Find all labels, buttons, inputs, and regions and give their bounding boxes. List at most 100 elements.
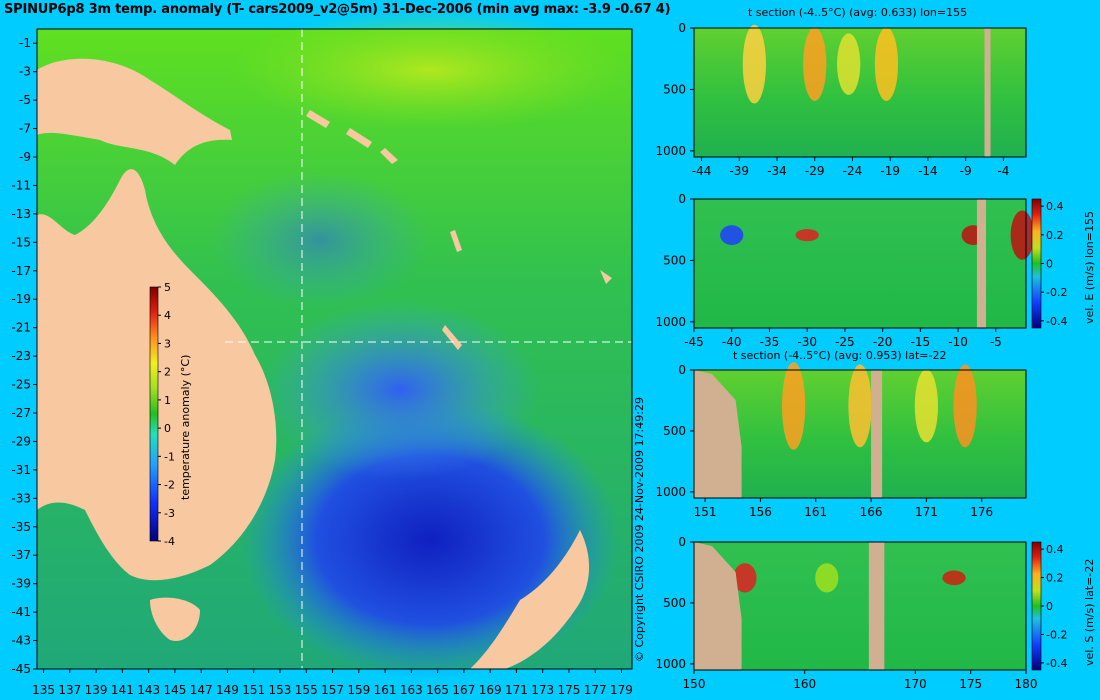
section-3-y-tick-label: 500 [663, 424, 686, 438]
map-y-tick-label: -23 [11, 349, 31, 363]
map-y-tick-label: -25 [11, 378, 31, 392]
section-4-frame [693, 541, 1027, 671]
section-2-colorbar-label: vel. E (m/s) lon=155 [1083, 211, 1096, 324]
map-x-tick-label: 173 [531, 683, 554, 697]
land-new-caledonia [442, 325, 462, 350]
section-4-x-tick-label: 180 [1015, 677, 1038, 691]
map-x-tick-label: 141 [111, 683, 134, 697]
map-colorbar-tick-label: -1 [164, 450, 175, 463]
map-x-tick-label: 135 [32, 683, 55, 697]
section-4-anomaly [733, 563, 757, 593]
section-1-title: t section (-4..5°C) (avg: 0.633) lon=155 [748, 6, 968, 19]
section-2-anomaly [1010, 210, 1034, 260]
section-1-frame [693, 27, 1027, 158]
section-1-x-tick-label: -24 [843, 164, 863, 178]
map-colorbar-tick-label: -4 [164, 535, 175, 548]
section-3-x-tick-label: 156 [749, 505, 772, 519]
map-colorbar-tick-label: -2 [164, 479, 175, 492]
map-colorbar-tick-label: 4 [164, 309, 171, 322]
land-new-guinea [37, 58, 232, 165]
section-3-x-tick-label: 151 [694, 505, 717, 519]
section-3-frame [693, 369, 1027, 499]
map-x-tick-label: 139 [85, 683, 108, 697]
map-y-tick-label: -15 [11, 235, 31, 249]
map-x-tick-label: 147 [190, 683, 213, 697]
section-1-y-tick-label: 0 [678, 21, 686, 35]
section-2-colorbar [1031, 198, 1042, 329]
map-x-tick-label: 157 [321, 683, 344, 697]
map-y-tick-label: -13 [11, 207, 31, 221]
section-2-land-column [976, 199, 987, 328]
section-4-field [694, 542, 1026, 670]
map-x-tick-label: 175 [558, 683, 581, 697]
section-2-colorbar-tick-label: 0.2 [1046, 229, 1064, 242]
section-1-x-tick-label: -29 [805, 164, 825, 178]
map-y-tick-label: -17 [11, 264, 31, 278]
section-4-colorbar-tick-label: -0.4 [1046, 657, 1067, 670]
section-3-x-tick-label: 171 [915, 505, 938, 519]
section-1-x-tick-label: -44 [692, 164, 712, 178]
section-4-colorbar-tick-label: 0.4 [1046, 543, 1064, 556]
section-3-y-tick-label: 1000 [655, 485, 686, 499]
section-3-shelf-land [694, 370, 742, 498]
map-y-axis: -1 -3 -5 -7 -9 -11 -13 -15 -17 -19 -21 -23 -25 -27 -29… [11, 36, 37, 676]
map-colorbar-tick-label: 1 [164, 394, 171, 407]
map-colorbar-ticks: 5 4 3 2 1 0 -1 -2 -3 -4 [158, 281, 175, 548]
map-x-tick-label: 165 [426, 683, 449, 697]
map-y-tick-label: -39 [11, 577, 31, 591]
section-3-y-tick-label: 0 [678, 363, 686, 377]
section-2-anomaly [720, 225, 744, 245]
map-y-tick-label: -27 [11, 406, 31, 420]
section-2: -45 -40 -35 -30 -25 -20 -15 -10 -5 0 500 1000 0.4 0.2… [655, 192, 1096, 349]
map-y-tick-label: -45 [11, 662, 31, 676]
map-x-tick-label: 161 [374, 683, 397, 697]
section-4-colorbar-label: vel. S (m/s) lat=-22 [1083, 559, 1096, 666]
map-x-tick-label: 167 [452, 683, 475, 697]
map-x-tick-label: 171 [505, 683, 528, 697]
section-3-land-column [871, 370, 883, 498]
section-1-y-tick-label: 1000 [655, 144, 686, 158]
map-cold-anomaly-coralsea [210, 170, 430, 310]
map-x-tick-label: 143 [137, 683, 160, 697]
map-x-axis: 135 137 139 141 143 145 147 149 151 153 155 157 159 1… [32, 669, 633, 697]
map-y-tick-label: -11 [11, 178, 31, 192]
section-2-colorbar-tick-label: 0 [1046, 258, 1053, 271]
map-plot [36, 10, 633, 680]
map-x-tick-label: 151 [242, 683, 265, 697]
map-y-tick-label: -5 [19, 93, 31, 107]
section-2-colorbar-tick-label: -0.4 [1046, 315, 1067, 328]
map-y-tick-label: -7 [19, 122, 31, 136]
section-3-anomaly [848, 364, 872, 448]
section-4-anomaly [815, 563, 839, 593]
map-colorbar-tick-label: 2 [164, 366, 171, 379]
section-4-x-tick-label: 175 [959, 677, 982, 691]
section-1-anomaly [837, 33, 861, 95]
section-2-x-tick-label: -40 [722, 335, 742, 349]
section-2-x-tick-label: -30 [797, 335, 817, 349]
map-colorbar-tick-label: 3 [164, 337, 171, 350]
section-3-title: t section (-4..5°C) (avg: 0.953) lat=-22 [733, 349, 947, 362]
map-x-tick-label: 159 [347, 683, 370, 697]
map-x-tick-label: 155 [295, 683, 318, 697]
map-y-tick-label: -3 [19, 65, 31, 79]
map-cold-anomaly-central [260, 300, 540, 480]
section-2-y-tick-label: 500 [663, 253, 686, 267]
section-2-field [694, 199, 1026, 328]
section-4-colorbar [1031, 541, 1042, 671]
section-3-anomaly [953, 364, 977, 448]
map-x-tick-label: 179 [610, 683, 633, 697]
section-1-anomaly [874, 27, 899, 101]
map-colorbar-tick-label: 0 [164, 422, 171, 435]
section-4-anomaly [942, 570, 966, 586]
map-y-tick-label: -41 [11, 605, 31, 619]
section-4-colorbar-tick-label: -0.2 [1046, 628, 1067, 641]
section-4-shelf-land [694, 542, 742, 670]
section-2-x-tick-label: -25 [835, 335, 855, 349]
section-2-frame [693, 198, 1027, 329]
section-4-colorbar-tick-label: 0 [1046, 600, 1053, 613]
section-3-anomaly [914, 369, 939, 443]
section-1-x-tick-label: -9 [960, 164, 972, 178]
section-2-x-tick-label: -45 [684, 335, 704, 349]
map-x-tick-label: 163 [400, 683, 423, 697]
